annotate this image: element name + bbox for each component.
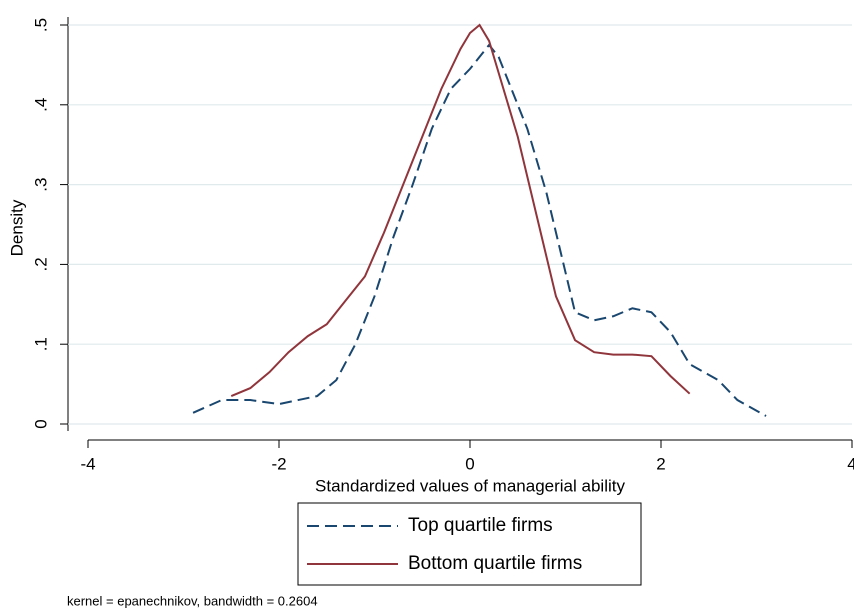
series-line [192, 43, 767, 417]
y-tick-label: 0 [31, 419, 50, 428]
x-axis-title: Standardized values of managerial abilit… [315, 476, 625, 495]
legend-box [297, 502, 642, 586]
x-tick-label: -4 [80, 454, 95, 473]
y-tick-label: .5 [31, 18, 50, 32]
legend-label: Top quartile firms [408, 515, 553, 536]
y-tick-label: .1 [31, 337, 50, 351]
note: kernel = epanechnikov, bandwidth = 0.260… [67, 593, 318, 608]
x-tick-label: 2 [656, 454, 665, 473]
y-tick-label: .3 [31, 178, 50, 192]
series-line [230, 23, 691, 397]
y-axis-title: Density [7, 199, 26, 256]
x-tick-label: 0 [465, 454, 474, 473]
legend-label: Bottom quartile firms [408, 553, 582, 574]
x-tick-label: 4 [847, 454, 854, 473]
x-tick-label: -2 [271, 454, 286, 473]
y-tick-label: .2 [31, 257, 50, 271]
y-tick-label: .4 [31, 98, 50, 112]
